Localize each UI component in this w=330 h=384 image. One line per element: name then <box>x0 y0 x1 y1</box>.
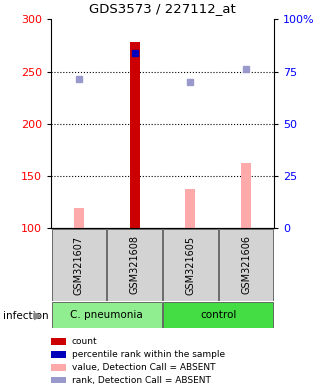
Bar <box>52 302 162 328</box>
Text: ▶: ▶ <box>34 311 42 321</box>
Bar <box>74 207 84 228</box>
Text: infection: infection <box>3 311 49 321</box>
Bar <box>51 364 66 371</box>
Text: rank, Detection Call = ABSENT: rank, Detection Call = ABSENT <box>72 376 211 384</box>
Text: GSM321608: GSM321608 <box>130 235 140 295</box>
Bar <box>163 302 273 328</box>
Bar <box>241 162 251 228</box>
Bar <box>51 351 66 358</box>
Text: control: control <box>200 310 236 320</box>
Bar <box>163 229 218 301</box>
Text: GSM321607: GSM321607 <box>74 235 84 295</box>
Text: GSM321606: GSM321606 <box>241 235 251 295</box>
Bar <box>52 229 106 301</box>
Bar <box>107 229 162 301</box>
Bar <box>130 42 140 228</box>
Title: GDS3573 / 227112_at: GDS3573 / 227112_at <box>89 2 236 15</box>
Text: count: count <box>72 337 97 346</box>
Text: percentile rank within the sample: percentile rank within the sample <box>72 350 225 359</box>
Text: C. pneumonia: C. pneumonia <box>71 310 143 320</box>
Text: GSM321605: GSM321605 <box>185 235 195 295</box>
Bar <box>51 338 66 344</box>
Text: value, Detection Call = ABSENT: value, Detection Call = ABSENT <box>72 363 215 372</box>
Bar <box>51 377 66 384</box>
Bar <box>219 229 273 301</box>
Bar <box>185 189 195 228</box>
